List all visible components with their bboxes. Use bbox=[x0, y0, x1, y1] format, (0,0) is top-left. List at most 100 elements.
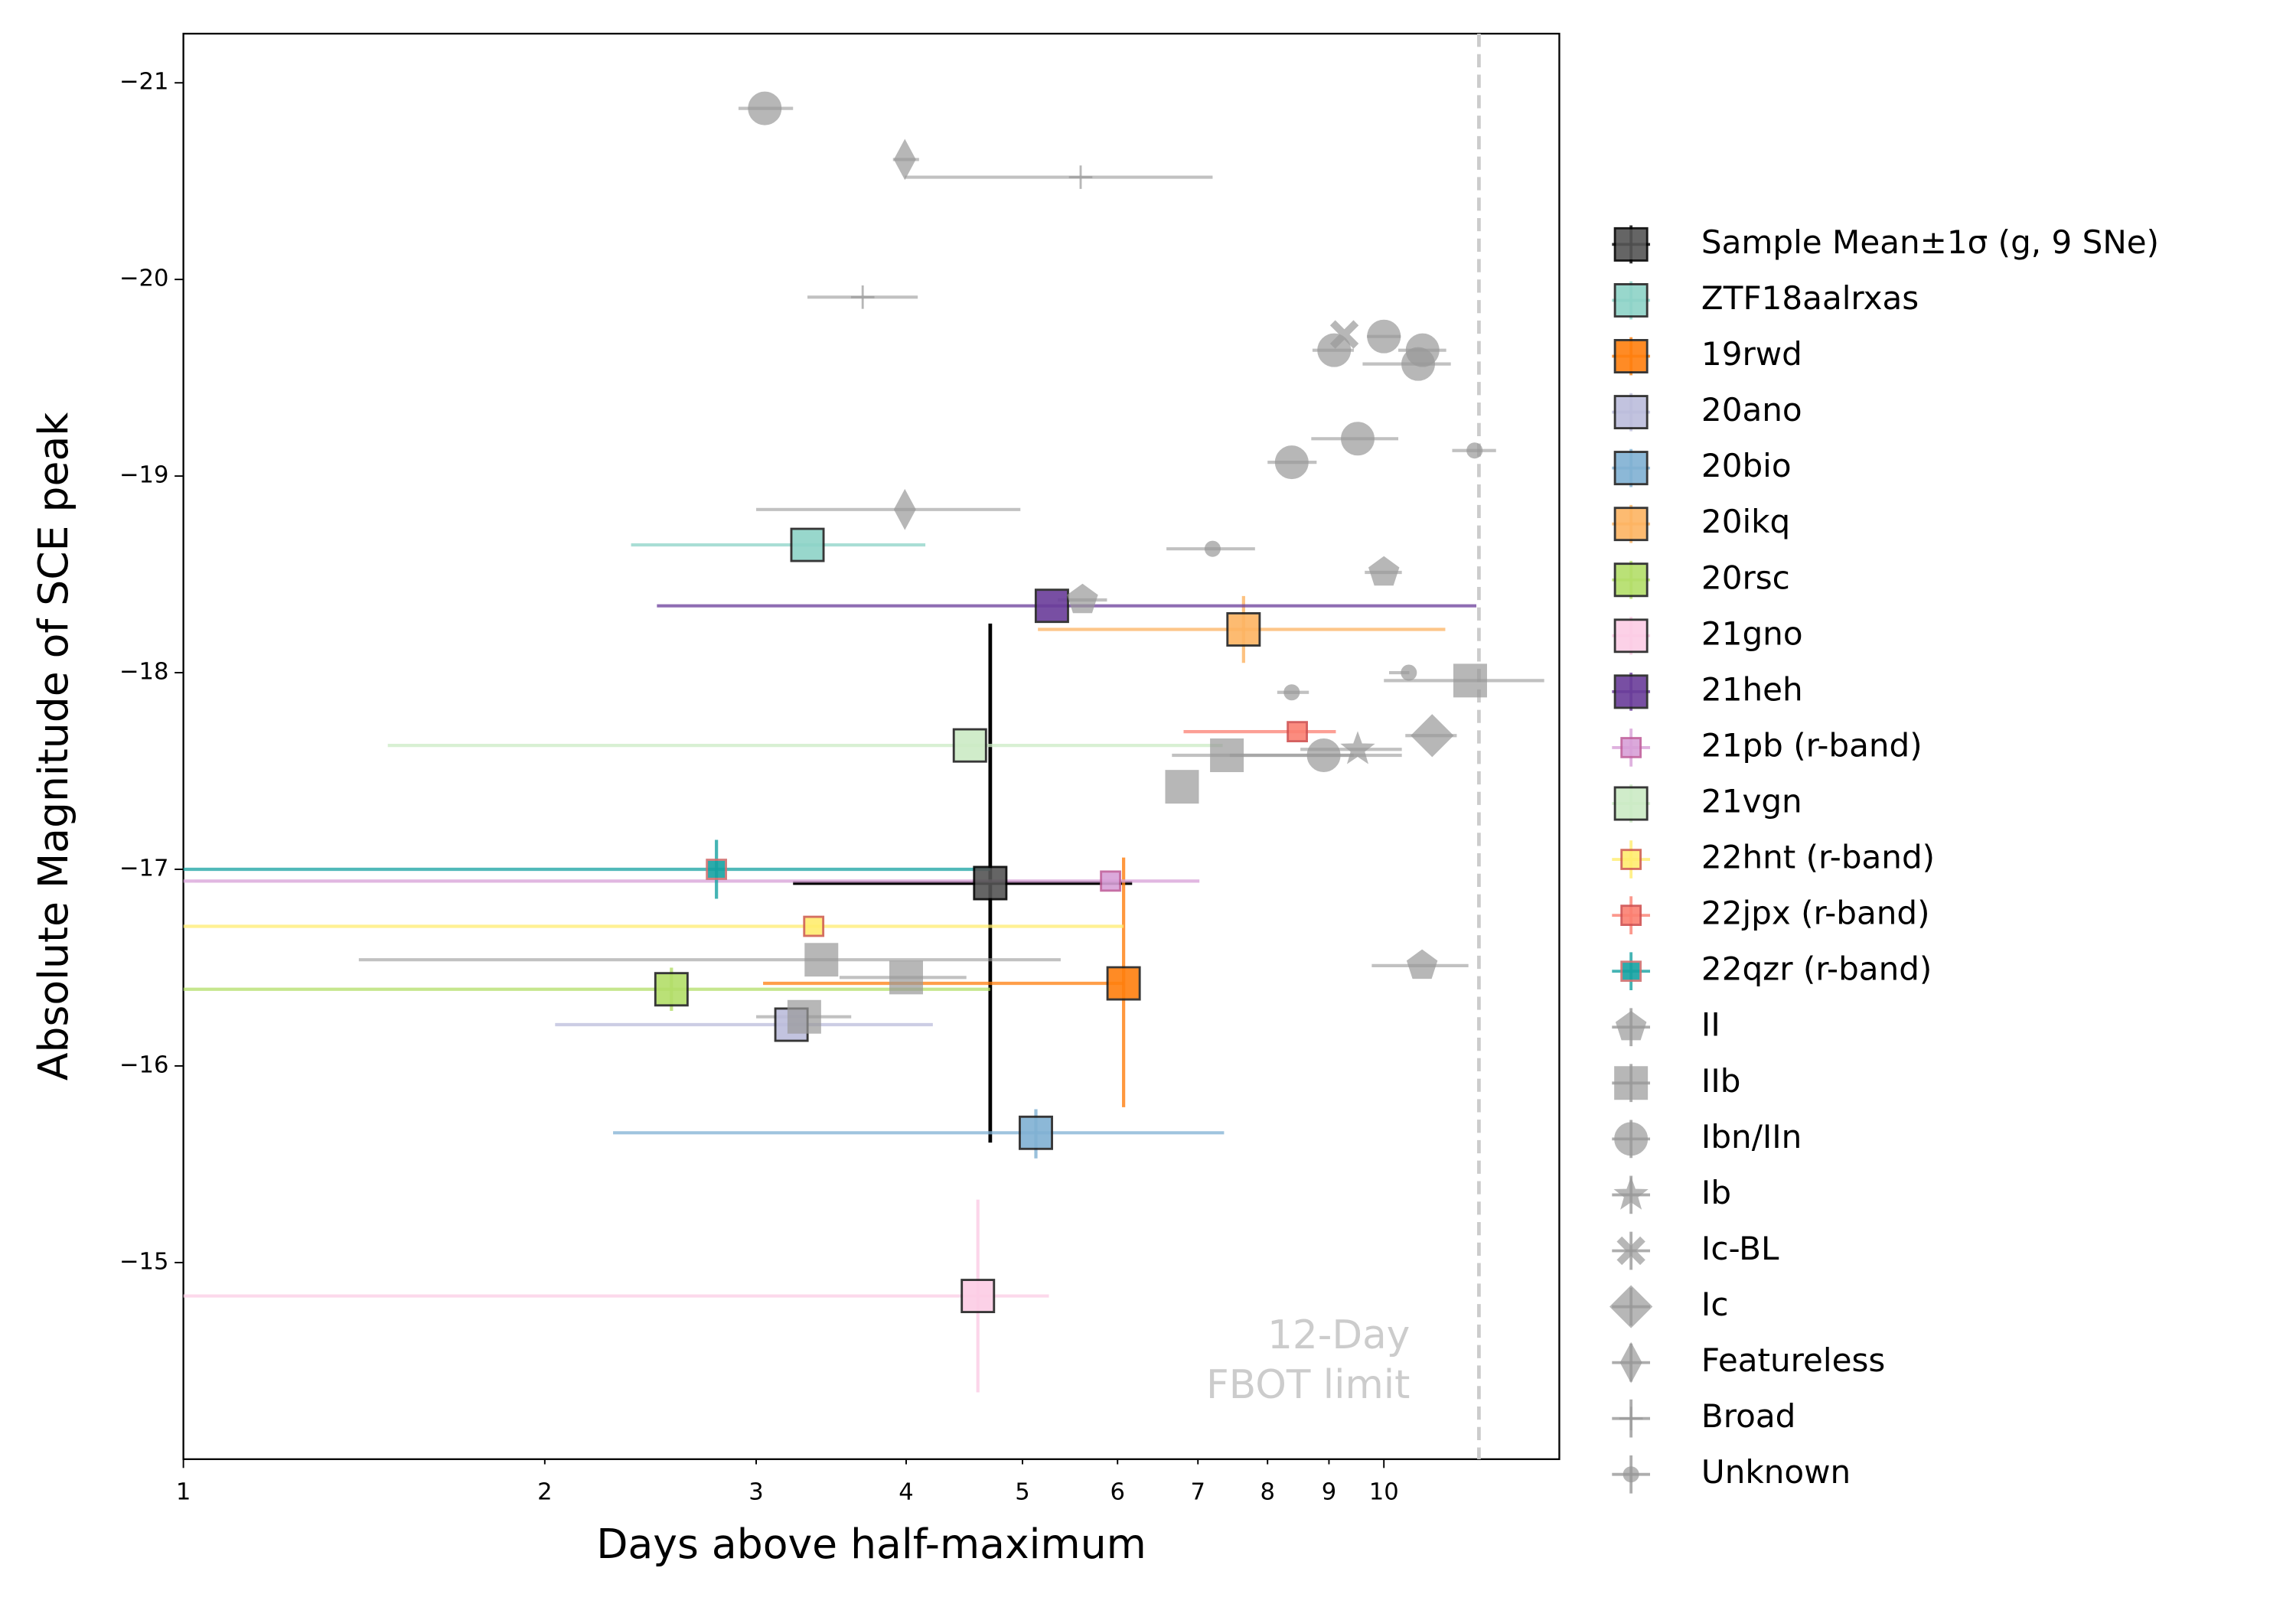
legend-label: II bbox=[1701, 1006, 1720, 1044]
point bbox=[1340, 731, 1375, 764]
point bbox=[1317, 333, 1352, 367]
point bbox=[1406, 949, 1438, 980]
legend-label: 22jpx (r-band) bbox=[1701, 895, 1930, 932]
legend-label: Ibn/IIn bbox=[1701, 1118, 1802, 1156]
legend-swatch bbox=[1623, 1466, 1639, 1483]
point bbox=[1106, 966, 1141, 1001]
legend-label: 21pb (r-band) bbox=[1701, 726, 1923, 764]
legend-swatch bbox=[1614, 1066, 1649, 1100]
legend-swatch bbox=[1620, 737, 1642, 758]
legend-swatch bbox=[1613, 618, 1649, 654]
legend-swatch bbox=[1620, 960, 1642, 983]
legend-swatch bbox=[1619, 1341, 1642, 1384]
legend-label: Featureless bbox=[1701, 1341, 1885, 1379]
legend-swatch bbox=[1620, 905, 1642, 926]
x-tick-label: 9 bbox=[1322, 1478, 1336, 1505]
x-tick-label: 10 bbox=[1369, 1478, 1399, 1505]
point bbox=[952, 728, 987, 763]
legend-swatch bbox=[1615, 1010, 1647, 1041]
x-tick-label: 5 bbox=[1015, 1478, 1029, 1505]
x-axis-label: Days above half-maximum bbox=[596, 1520, 1146, 1568]
legend-label: Ic bbox=[1701, 1286, 1729, 1323]
legend-swatch bbox=[1613, 507, 1649, 542]
point bbox=[1100, 870, 1121, 892]
legend-label: 21gno bbox=[1701, 614, 1803, 652]
y-tick-label: −19 bbox=[119, 462, 169, 489]
point bbox=[1068, 165, 1093, 189]
y-tick-label: −16 bbox=[119, 1051, 169, 1078]
point bbox=[850, 285, 875, 309]
point bbox=[1368, 556, 1400, 586]
y-tick-label: −21 bbox=[119, 69, 169, 96]
legend-swatch bbox=[1613, 786, 1649, 821]
x-tick-label: 2 bbox=[537, 1478, 552, 1505]
point bbox=[1067, 583, 1098, 614]
legend-label: Unknown bbox=[1701, 1453, 1851, 1491]
point bbox=[803, 915, 825, 937]
y-tick-label: −18 bbox=[119, 659, 169, 686]
point bbox=[893, 488, 916, 530]
y-tick-label: −15 bbox=[119, 1248, 169, 1275]
x-tick-label: 3 bbox=[748, 1478, 763, 1505]
x-tick-label: 4 bbox=[899, 1478, 913, 1505]
legend-swatch bbox=[1616, 1236, 1645, 1266]
legend-label: 20rsc bbox=[1701, 559, 1790, 596]
x-tick-label: 8 bbox=[1260, 1478, 1274, 1505]
point bbox=[1165, 770, 1199, 804]
legend-label: ZTF18aalrxas bbox=[1701, 279, 1919, 317]
legend-label: 22qzr (r-band) bbox=[1701, 950, 1932, 988]
legend-swatch bbox=[1609, 1285, 1653, 1328]
point bbox=[1034, 588, 1069, 624]
point bbox=[1401, 664, 1417, 681]
legend-label: 21vgn bbox=[1701, 782, 1802, 820]
legend-label: 20bio bbox=[1701, 447, 1792, 484]
legend-swatch bbox=[1613, 395, 1649, 430]
y-tick-label: −17 bbox=[119, 855, 169, 882]
point bbox=[1287, 721, 1308, 742]
legend-swatch bbox=[1613, 451, 1649, 486]
point bbox=[1401, 347, 1436, 381]
point bbox=[654, 972, 689, 1007]
legend-swatch bbox=[1613, 227, 1649, 262]
point bbox=[787, 999, 821, 1034]
annotation: 12-Day bbox=[1267, 1312, 1410, 1358]
legend-swatch bbox=[1613, 282, 1649, 318]
legend-swatch bbox=[1619, 1407, 1643, 1430]
legend-label: 20ano bbox=[1701, 391, 1802, 429]
legend-label: 19rwd bbox=[1701, 335, 1802, 373]
legend-label: IIb bbox=[1701, 1062, 1741, 1100]
point bbox=[748, 91, 782, 125]
legend-swatch bbox=[1613, 1176, 1649, 1210]
x-tick-label: 7 bbox=[1191, 1478, 1205, 1505]
point bbox=[1274, 445, 1309, 480]
point bbox=[1210, 738, 1244, 772]
legend-label: Ib bbox=[1701, 1174, 1731, 1211]
plot-area bbox=[183, 91, 1544, 1393]
point bbox=[973, 865, 1008, 901]
x-tick-label: 1 bbox=[176, 1478, 191, 1505]
annotation: FBOT limit bbox=[1206, 1362, 1410, 1408]
point bbox=[889, 960, 923, 995]
legend-label: Sample Mean±1σ (g, 9 SNe) bbox=[1701, 223, 2159, 261]
y-tick-label: −20 bbox=[119, 266, 169, 292]
point bbox=[893, 139, 916, 181]
legend-swatch bbox=[1613, 562, 1649, 598]
point bbox=[1466, 442, 1483, 459]
point bbox=[1453, 663, 1487, 698]
point bbox=[960, 1279, 996, 1314]
point bbox=[1019, 1115, 1053, 1150]
plot-frame bbox=[182, 32, 1561, 1460]
point bbox=[1204, 540, 1221, 557]
legend-swatch bbox=[1620, 849, 1642, 870]
y-axis-label: Absolute Magnitude of SCE peak bbox=[29, 412, 77, 1081]
legend-label: 22hnt (r-band) bbox=[1701, 839, 1935, 876]
legend-swatch bbox=[1614, 1122, 1649, 1156]
legend-swatch bbox=[1613, 674, 1649, 709]
legend-label: 20ikq bbox=[1701, 503, 1790, 540]
point bbox=[706, 859, 728, 880]
legend-label: 21heh bbox=[1701, 670, 1803, 708]
point bbox=[1367, 319, 1401, 354]
point bbox=[804, 943, 839, 977]
